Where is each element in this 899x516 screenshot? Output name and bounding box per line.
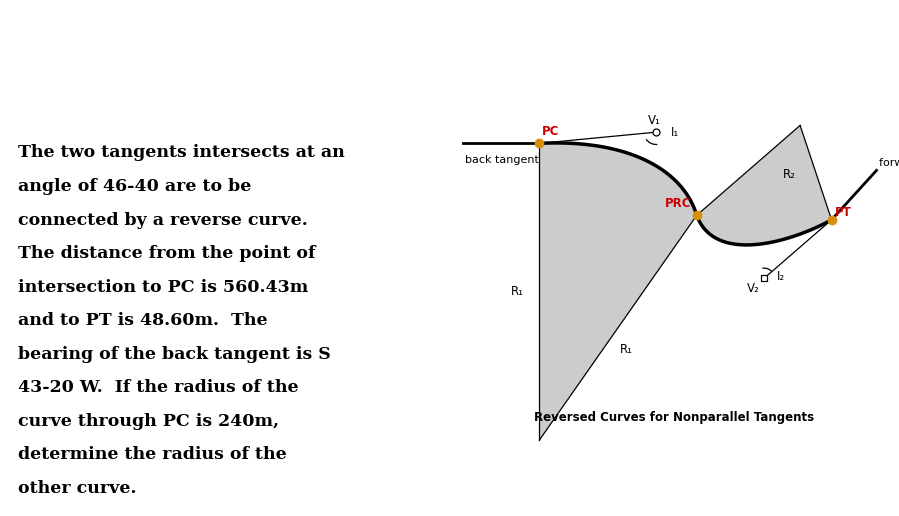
Text: PC: PC <box>541 125 559 138</box>
Polygon shape <box>539 143 697 440</box>
Text: R₁: R₁ <box>620 344 633 357</box>
Text: connected by a reverse curve.: connected by a reverse curve. <box>18 212 307 229</box>
Text: intersection to PC is 560.43m: intersection to PC is 560.43m <box>18 279 308 296</box>
Text: bearing of the back tangent is S: bearing of the back tangent is S <box>18 346 331 363</box>
Text: forward tangent: forward tangent <box>879 158 899 168</box>
Text: angle of 46-40 are to be: angle of 46-40 are to be <box>18 178 252 195</box>
Text: R₂: R₂ <box>783 168 796 181</box>
Text: 43-20 W.  If the radius of the: 43-20 W. If the radius of the <box>18 379 298 396</box>
Text: The two tangents intersects at an: The two tangents intersects at an <box>18 144 344 162</box>
Text: PT: PT <box>835 206 852 219</box>
Polygon shape <box>697 125 832 245</box>
Text: determine the radius of the: determine the radius of the <box>18 446 287 463</box>
Text: curve through PC is 240m,: curve through PC is 240m, <box>18 413 279 430</box>
Text: I₁: I₁ <box>671 126 680 139</box>
Text: back tangent: back tangent <box>466 155 539 165</box>
Text: V₂: V₂ <box>746 282 760 295</box>
Text: V₁: V₁ <box>647 114 661 127</box>
Text: R₁: R₁ <box>511 285 523 298</box>
Text: Reversed Curves for Nonparallel Tangents: Reversed Curves for Nonparallel Tangents <box>534 411 814 424</box>
Text: I₂: I₂ <box>777 270 785 283</box>
Text: other curve.: other curve. <box>18 480 137 497</box>
Text: PRC: PRC <box>665 197 691 210</box>
Text: and to PT is 48.60m.  The: and to PT is 48.60m. The <box>18 312 268 329</box>
Text: The distance from the point of: The distance from the point of <box>18 245 316 262</box>
